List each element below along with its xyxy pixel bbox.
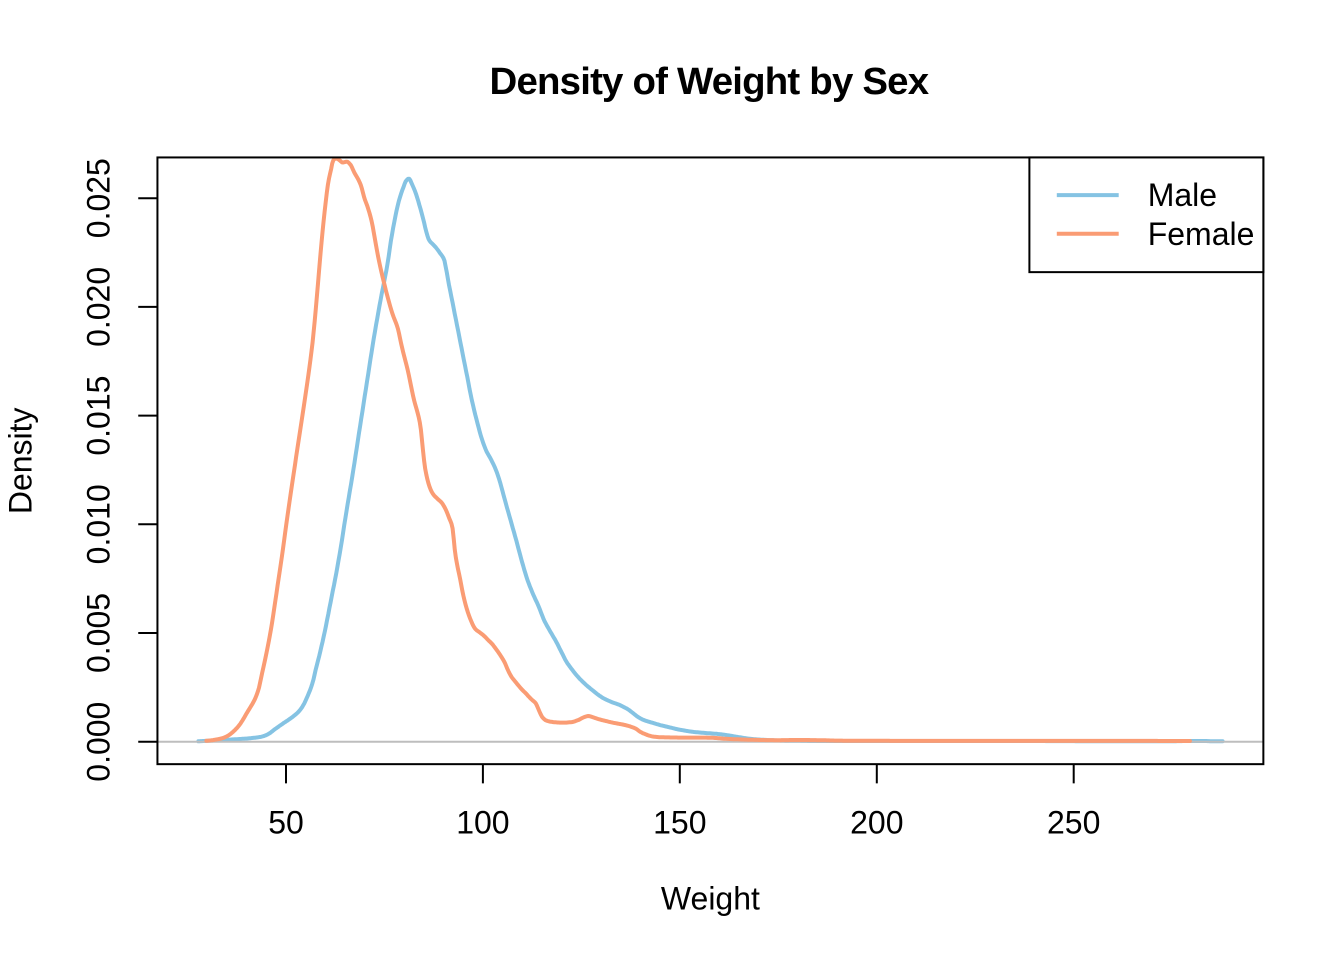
svg-text:Density of Weight by Sex: Density of Weight by Sex [490, 60, 930, 103]
svg-text:0.025: 0.025 [81, 158, 117, 238]
svg-text:0.010: 0.010 [81, 484, 117, 564]
svg-text:Weight: Weight [661, 881, 760, 917]
svg-text:50: 50 [268, 805, 304, 841]
svg-text:0.020: 0.020 [81, 267, 117, 347]
svg-text:Density: Density [3, 407, 39, 514]
svg-text:100: 100 [456, 805, 509, 841]
svg-text:0.015: 0.015 [81, 376, 117, 456]
svg-text:250: 250 [1047, 805, 1100, 841]
svg-text:Female: Female [1148, 216, 1255, 252]
svg-text:200: 200 [850, 805, 903, 841]
svg-text:0.005: 0.005 [81, 593, 117, 673]
svg-text:0.000: 0.000 [81, 702, 117, 782]
svg-text:150: 150 [653, 805, 706, 841]
svg-text:Male: Male [1148, 177, 1217, 213]
